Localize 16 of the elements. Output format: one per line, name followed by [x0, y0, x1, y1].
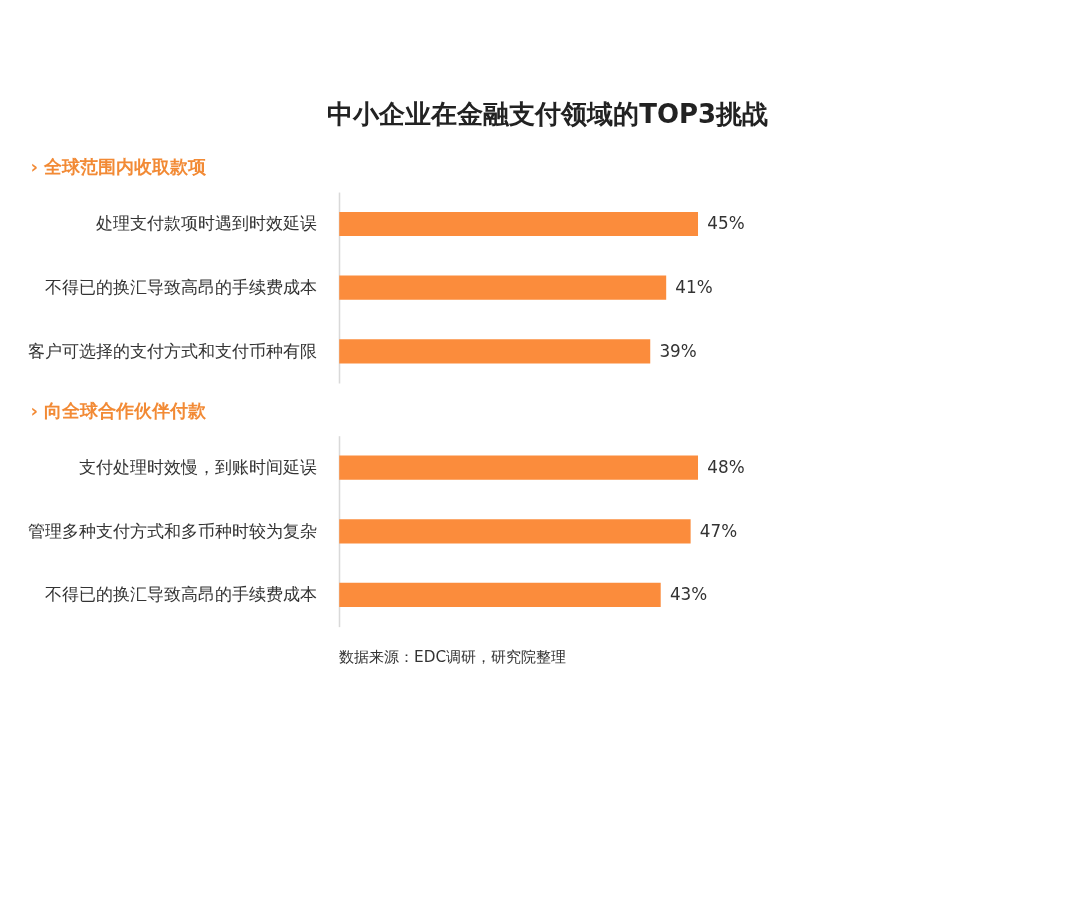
data-label: 45%	[707, 213, 745, 234]
chart-title: 中小企业在金融支付领域的TOP3挑战	[327, 98, 769, 129]
data-label: 39%	[659, 340, 697, 361]
y-tick-label: 客户可选择的支付方式和支付币种有限	[27, 340, 317, 361]
data-label: 43%	[669, 584, 708, 605]
y-tick-label: 管理多种支付方式和多币种时较为复杂	[27, 520, 317, 541]
y-tick-label: 处理支付款项时遇到时效延误	[95, 213, 317, 234]
y-tick-label: 不得已的换汇导致高昂的手续费成本	[44, 584, 317, 605]
text: › 全球范围内收取款项	[30, 156, 208, 178]
data-label: 47%	[699, 520, 738, 541]
source-note: 数据来源：EDC调研，研究院整理	[339, 647, 567, 666]
data-label: 48%	[707, 456, 745, 477]
text: › 向全球合作伙伴付款	[30, 399, 208, 421]
data-label: 41%	[675, 276, 713, 297]
y-tick-label: 不得已的换汇导致高昂的手续费成本	[44, 276, 317, 297]
y-tick-label: 支付处理时效慢，到账时间延误	[78, 456, 317, 477]
